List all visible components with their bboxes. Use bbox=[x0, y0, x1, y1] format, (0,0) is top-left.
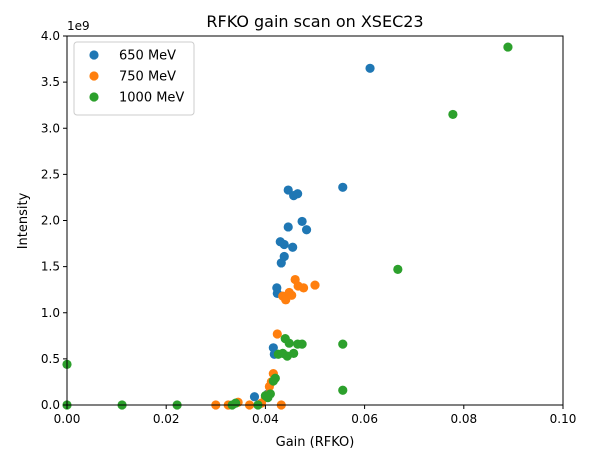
point-1000-mev bbox=[297, 339, 307, 349]
point-1000-mev bbox=[393, 264, 403, 274]
legend: 650 MeV 750 MeV 1000 MeV bbox=[73, 41, 195, 116]
y-tick-label: 1.5 bbox=[41, 260, 60, 274]
point-650-mev bbox=[365, 63, 375, 73]
legend-label: 1000 MeV bbox=[119, 91, 184, 106]
legend-marker bbox=[89, 71, 99, 81]
point-650-mev bbox=[301, 225, 312, 235]
point-650-mev bbox=[279, 251, 289, 262]
x-tick-label: 0.08 bbox=[450, 412, 477, 426]
point-1000-mev bbox=[503, 42, 513, 52]
point-1000-mev bbox=[265, 389, 275, 399]
y-tick-label: 2.5 bbox=[41, 167, 60, 181]
point-1000-mev bbox=[270, 373, 280, 383]
x-axis: 0.00 0.02 0.04 0.06 0.08 0.10 bbox=[54, 405, 577, 426]
point-650-mev bbox=[249, 392, 260, 402]
point-650-mev bbox=[293, 189, 303, 199]
y-axis: 0.0 0.5 1.0 1.5 2.0 2.5 3.0 3.5 4.0 bbox=[41, 29, 67, 412]
y-tick-label: 2.0 bbox=[41, 214, 60, 228]
x-axis-label: Gain (RFKO) bbox=[276, 435, 355, 450]
legend-label: 650 MeV bbox=[119, 49, 176, 64]
y-tick-label: 4.0 bbox=[41, 29, 60, 43]
point-1000-mev bbox=[284, 338, 294, 348]
point-650-mev bbox=[283, 222, 293, 232]
legend-marker bbox=[89, 92, 99, 102]
data-points bbox=[62, 42, 513, 410]
point-1000-mev bbox=[289, 348, 299, 358]
legend-marker bbox=[89, 50, 99, 60]
legend-box bbox=[73, 41, 195, 116]
legend-label: 750 MeV bbox=[119, 70, 176, 85]
point-1000-mev bbox=[338, 339, 348, 349]
chart-title: RFKO gain scan on XSEC23 bbox=[206, 12, 423, 31]
y-tick-label: 0.5 bbox=[41, 352, 60, 366]
point-1000-mev bbox=[338, 385, 348, 395]
x-tick-label: 0.00 bbox=[54, 412, 81, 426]
point-750-mev bbox=[310, 280, 320, 290]
point-750-mev bbox=[287, 290, 297, 300]
y-axis-label: Intensity bbox=[16, 192, 31, 249]
point-650-mev bbox=[279, 239, 289, 250]
y-tick-label: 1.0 bbox=[41, 306, 60, 320]
y-scale-label: 1e9 bbox=[67, 19, 90, 33]
point-750-mev bbox=[298, 283, 309, 293]
point-750-mev bbox=[272, 329, 282, 339]
y-tick-label: 3.5 bbox=[41, 75, 60, 89]
point-1000-mev bbox=[231, 398, 241, 408]
x-tick-label: 0.02 bbox=[153, 412, 180, 426]
y-tick-label: 0.0 bbox=[41, 398, 60, 412]
x-tick-label: 0.10 bbox=[550, 412, 577, 426]
x-tick-label: 0.06 bbox=[351, 412, 378, 426]
point-650-mev bbox=[288, 242, 298, 252]
point-1000-mev bbox=[448, 109, 458, 120]
x-tick-label: 0.04 bbox=[252, 412, 279, 426]
point-650-mev bbox=[338, 182, 348, 192]
y-tick-label: 3.0 bbox=[41, 121, 60, 135]
point-650-mev bbox=[297, 216, 307, 227]
